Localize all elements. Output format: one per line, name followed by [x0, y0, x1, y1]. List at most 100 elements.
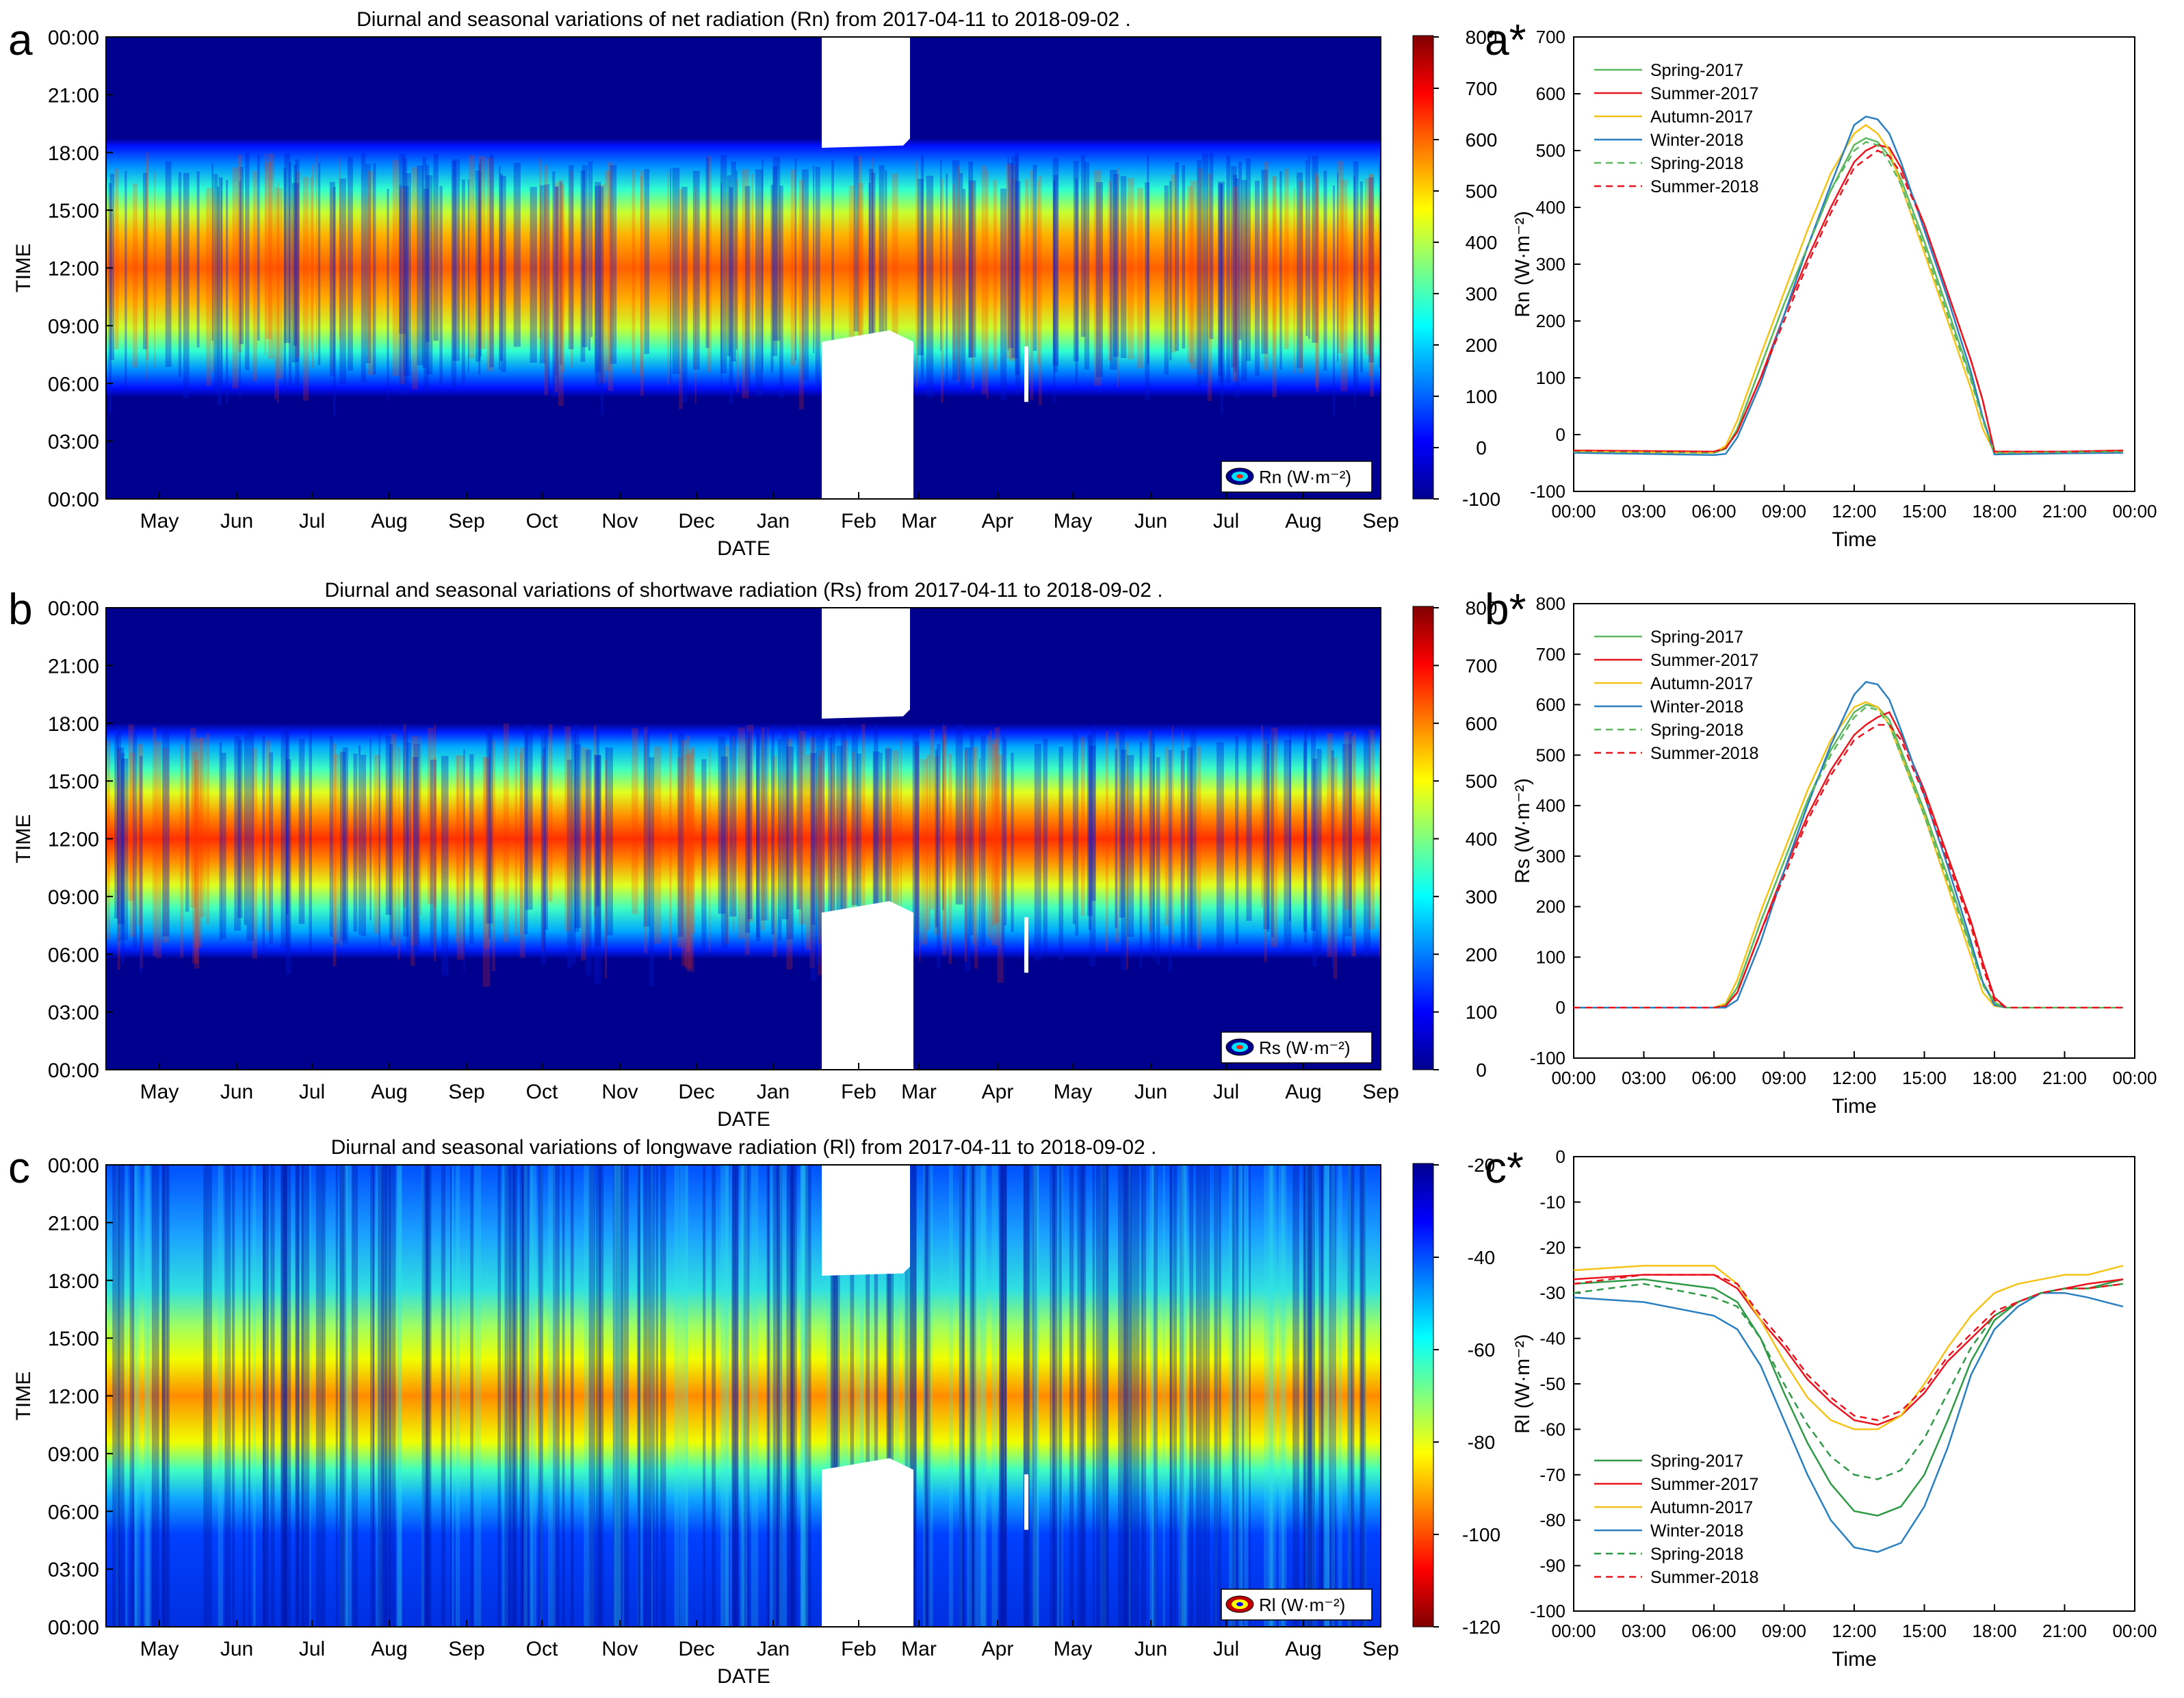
- heatmap-strip: [828, 737, 832, 936]
- heatmap-strip: [800, 1165, 806, 1627]
- colorbar-tick-label: 600: [1466, 713, 1498, 734]
- heatmap-strip: [987, 735, 990, 938]
- y-tick-label: 18:00: [48, 142, 99, 165]
- heatmap-strip: [402, 185, 409, 395]
- heatmap-strip: [1197, 745, 1201, 950]
- heatmap-strip: [1308, 155, 1310, 339]
- heatmap-strip: [779, 185, 783, 398]
- heatmap-strip: [1126, 742, 1128, 970]
- heatmap-strip: [218, 177, 222, 407]
- heatmap-strip: [265, 162, 272, 339]
- heatmap-strip: [268, 153, 274, 359]
- y-tick-label: 300: [1536, 254, 1565, 274]
- heatmap-strip: [1368, 177, 1375, 363]
- heatmap-strip: [1171, 174, 1177, 352]
- x-tick-label: 18:00: [1972, 501, 2016, 522]
- heatmap-strip: [1229, 1165, 1236, 1627]
- heatmap-strip: [801, 169, 809, 381]
- heatmap-strip: [1278, 1165, 1285, 1627]
- heatmap-strip: [419, 736, 422, 915]
- heatmap-variability: [108, 152, 1381, 416]
- heatmap-strip: [1279, 171, 1282, 370]
- heatmap-strip: [1032, 1165, 1037, 1627]
- heatmap-strip: [374, 755, 380, 934]
- heatmap-strip: [322, 1165, 326, 1627]
- y-tick-label: -60: [1539, 1419, 1565, 1439]
- heatmap-strip: [376, 1165, 384, 1627]
- heatmap-strip: [300, 1165, 304, 1627]
- y-tick-label: 700: [1536, 27, 1565, 47]
- heatmap-strip: [815, 166, 820, 389]
- heatmap-strip: [970, 734, 974, 936]
- colorbar-tick-label: 800: [1466, 597, 1498, 619]
- heatmap-strip: [667, 172, 669, 385]
- heatmap-strip: [1195, 1165, 1202, 1627]
- heatmap-strip: [1353, 732, 1356, 957]
- heatmap-strip: [165, 161, 172, 368]
- heatmap-strip: [584, 1165, 590, 1627]
- heatmap-strip: [948, 753, 952, 964]
- heatmap-strip: [519, 747, 525, 958]
- heatmap-strip: [736, 178, 739, 393]
- heatmap-strip: [294, 164, 297, 346]
- series-line-2: [1573, 1265, 2124, 1430]
- heatmap-strip: [1349, 733, 1352, 929]
- heatmap-strip: [167, 1165, 170, 1627]
- heatmap-strip: [121, 752, 125, 964]
- panel-label: b*: [1485, 584, 1526, 634]
- heatmap-strip: [426, 1165, 430, 1627]
- heatmap-strip: [289, 162, 292, 387]
- plot-frame: [1573, 36, 2135, 492]
- heatmap-strip: [731, 161, 736, 362]
- panel-label: c*: [1485, 1143, 1524, 1192]
- heatmap-strip: [885, 170, 887, 351]
- y-tick-label: 400: [1536, 795, 1565, 816]
- colorbar-tick-label: 400: [1466, 232, 1498, 253]
- y-tick-label: 00:00: [48, 27, 99, 49]
- heatmap-strip: [1072, 728, 1076, 924]
- heatmap-strip: [1338, 1165, 1342, 1627]
- colorbar-tick-label: 100: [1466, 386, 1498, 407]
- heatmap-strip: [1240, 1165, 1249, 1627]
- heatmap-field: [106, 37, 1381, 499]
- heatmap-strip: [1331, 750, 1334, 968]
- x-tick-label: 06:00: [1691, 501, 1736, 522]
- heatmap-strip: [145, 1165, 150, 1627]
- heatmap-strip: [684, 754, 692, 969]
- colorbar-tick-label: 700: [1466, 655, 1498, 676]
- heatmap-strip: [1308, 1165, 1312, 1627]
- heatmap-strip: [1297, 172, 1303, 368]
- heatmap-strip: [1132, 1165, 1140, 1627]
- heatmap-strip: [1128, 1165, 1131, 1627]
- heatmap-strip: [346, 1165, 348, 1627]
- heatmap-strip: [558, 180, 564, 407]
- heatmap-strip: [276, 182, 280, 402]
- heatmap-strip: [1009, 164, 1017, 359]
- heatmap-field: [106, 1165, 1381, 1627]
- heatmap-strip: [648, 1165, 655, 1627]
- y-tick-label: 09:00: [48, 886, 99, 909]
- heatmap-strip: [660, 1165, 666, 1627]
- heatmap-strip: [872, 751, 880, 953]
- heatmap-strip: [836, 745, 843, 931]
- heatmap-strip: [118, 1165, 125, 1627]
- heatmap-strip: [519, 753, 523, 935]
- heatmap-strip: [972, 1165, 976, 1627]
- heatmap-strip: [772, 1165, 780, 1627]
- colorbar-tick-label: -120: [1462, 1617, 1500, 1638]
- heatmap-strip: [848, 185, 855, 374]
- heatmap-strip: [1033, 1165, 1037, 1627]
- heatmap-strip: [135, 1165, 138, 1627]
- y-axis-label: Rl (W·m⁻²): [1511, 1334, 1534, 1434]
- heatmap-strip: [162, 730, 170, 937]
- x-tick-label: Nov: [601, 1081, 638, 1103]
- heatmap-strip: [281, 727, 287, 949]
- y-axis-label: Rn (W·m⁻²): [1511, 211, 1534, 318]
- heatmap-strip: [1340, 180, 1348, 391]
- heatmap-strip: [392, 159, 399, 376]
- panel-label: a*: [1485, 15, 1526, 64]
- y-tick-label: 06:00: [48, 373, 99, 396]
- line-panel-c-star: c* 0 -10 -20 -30 -40 -50 -60 -70 -80 -90 -100 Rl (W·…: [1485, 1143, 2157, 1671]
- heatmap-strip: [999, 1165, 1004, 1627]
- heatmap-strip: [413, 743, 420, 954]
